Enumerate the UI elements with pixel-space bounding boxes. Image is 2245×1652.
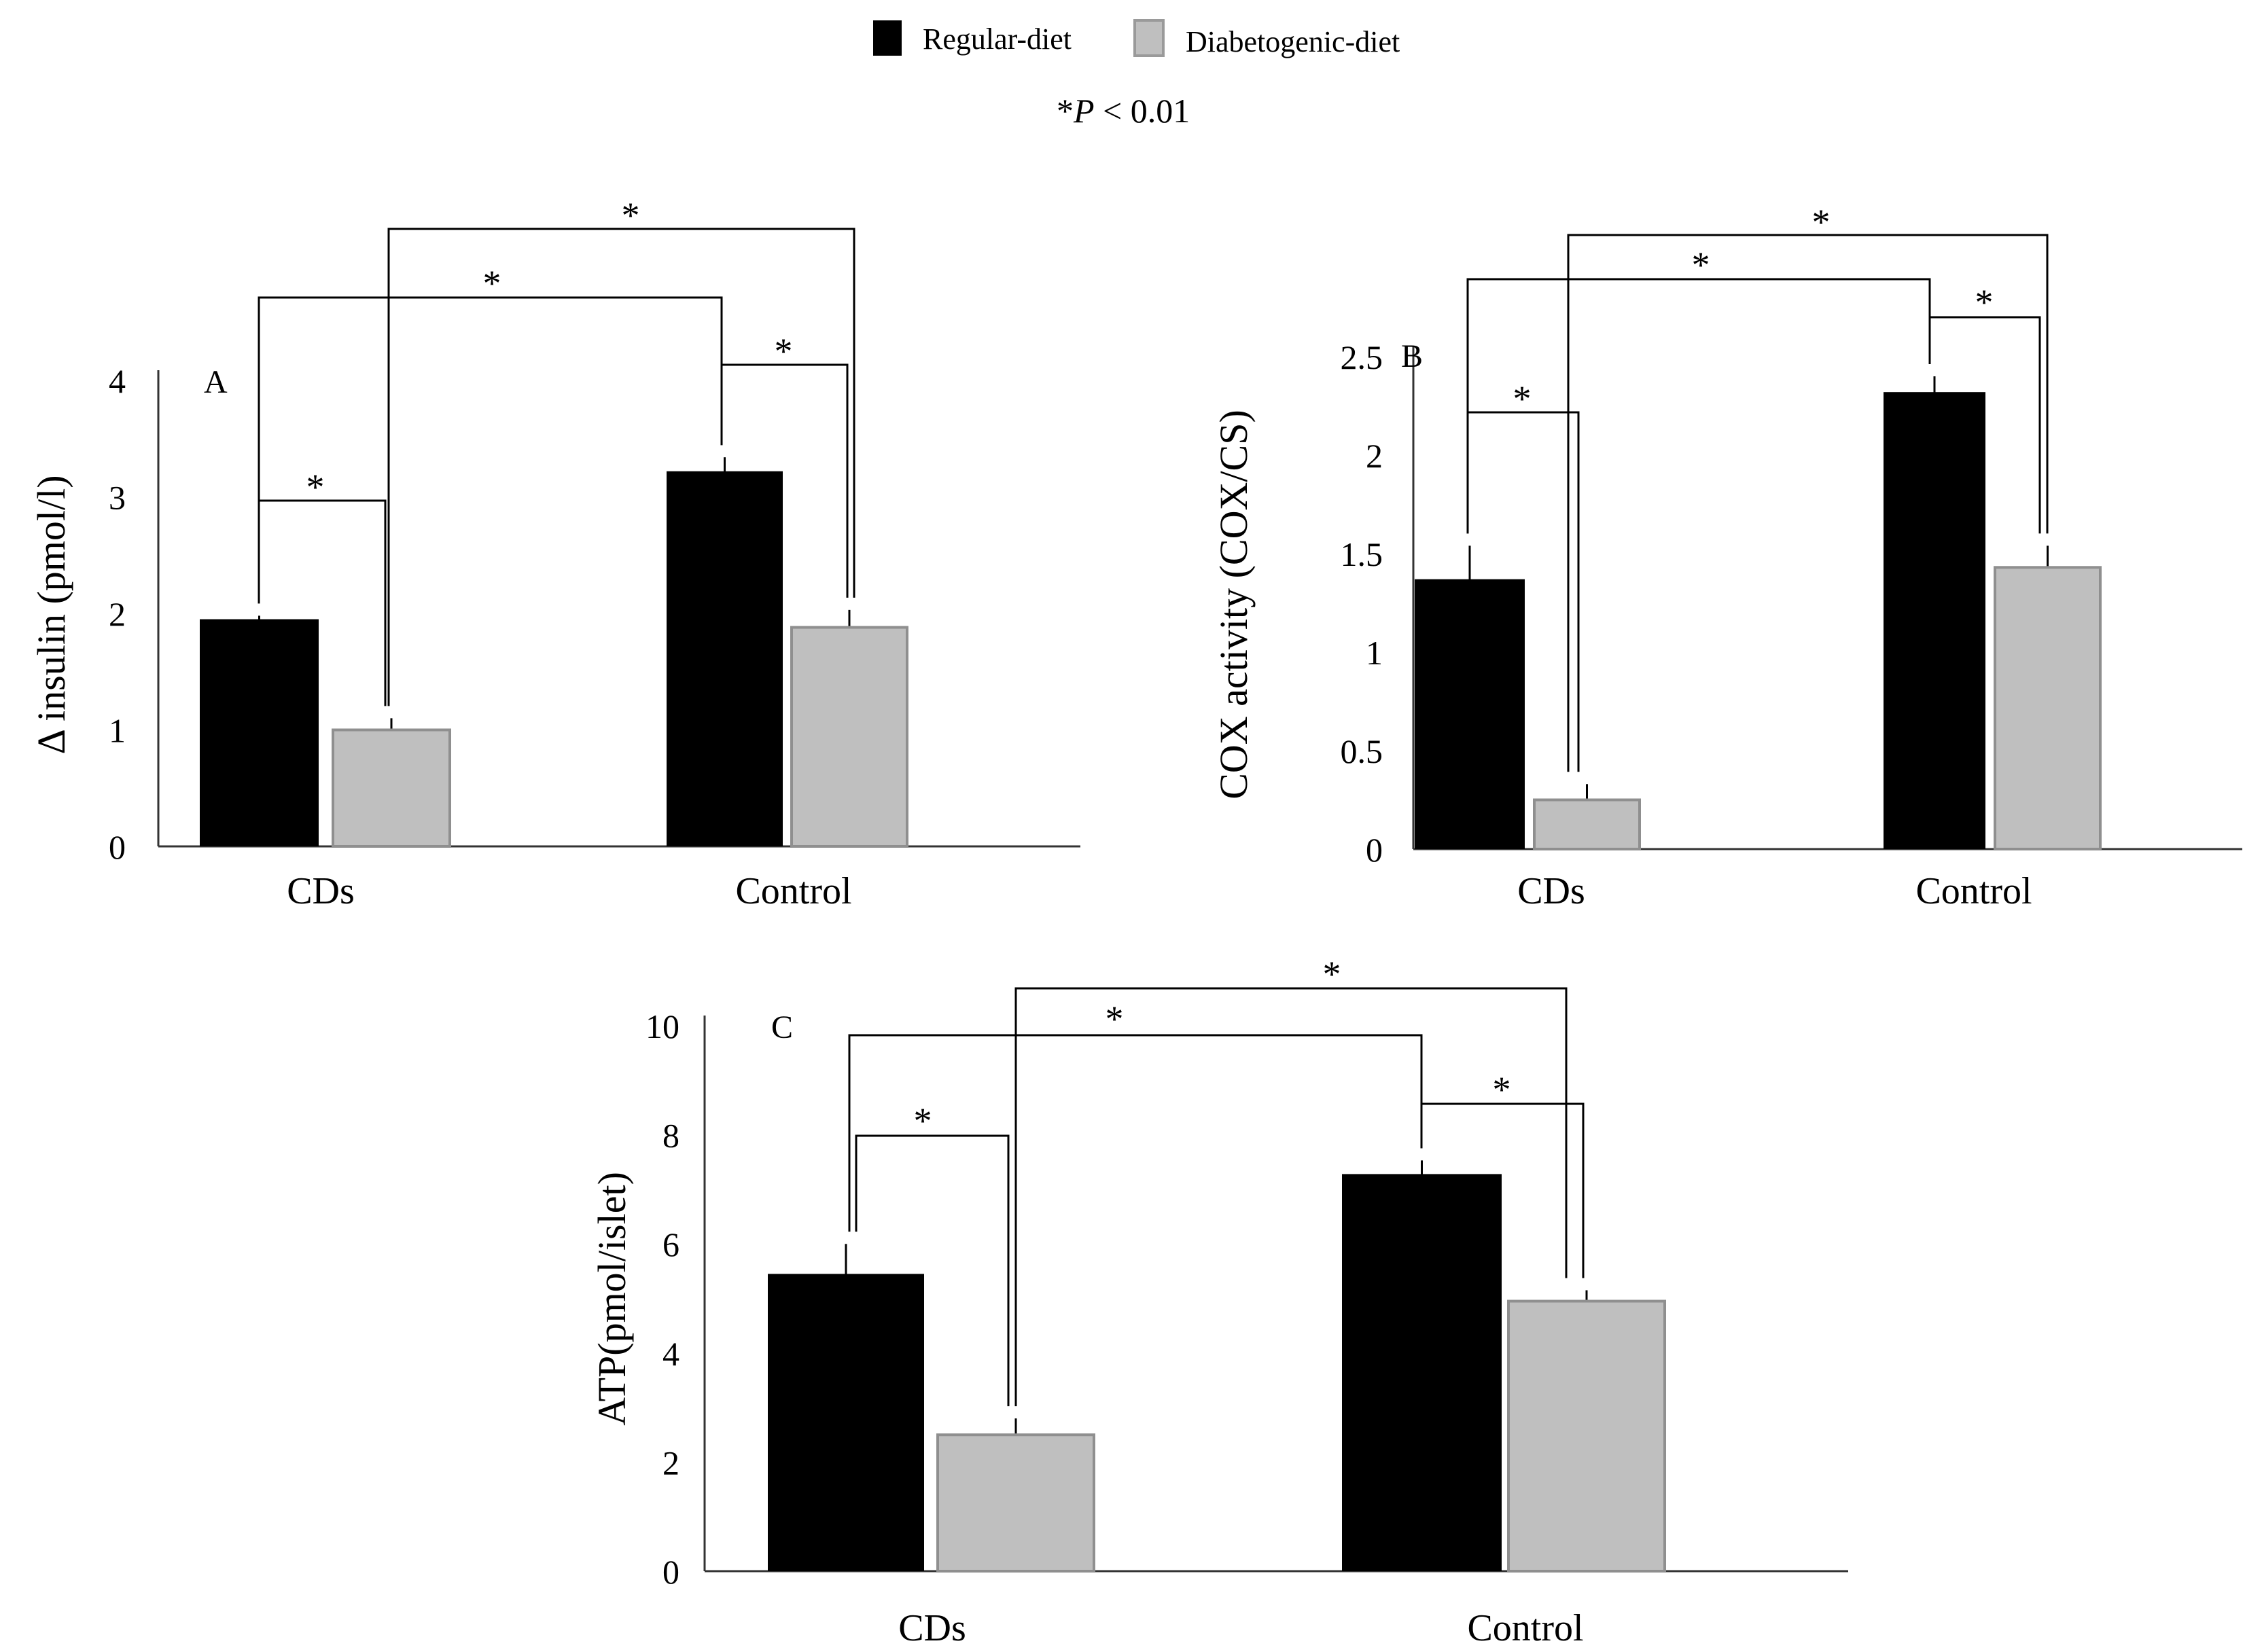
x-category-label-b-cds: CDs — [1517, 870, 1585, 912]
y-tick-label-c: 0 — [662, 1553, 679, 1591]
bar-c-control-regular-diet — [1342, 1174, 1502, 1571]
y-tick-label-b: 0.5 — [1341, 732, 1383, 770]
bar-c-cds-diabetogenic-diet — [936, 1433, 1095, 1573]
y-tick-label-b: 2 — [1366, 437, 1383, 475]
y-tick-label-a: 2 — [109, 595, 126, 633]
y-tick-label-c: 2 — [662, 1443, 679, 1482]
legend-label-regular-diet: Regular-diet — [923, 22, 1072, 56]
y-tick-label-a: 1 — [109, 712, 126, 750]
significance-star-b-3: * — [1692, 245, 1710, 285]
x-category-label-a-cds: CDs — [287, 870, 355, 912]
y-tick-label-a: 0 — [109, 828, 126, 866]
significance-star-b-1: * — [1513, 378, 1532, 419]
bar-b-control-diabetogenic-diet — [1994, 566, 2102, 850]
significance-note-star: * — [1057, 92, 1074, 130]
bar-a-control-regular-diet — [667, 471, 783, 846]
x-category-label-c-cds: CDs — [898, 1607, 966, 1649]
panel-label-c: C — [771, 1009, 793, 1045]
bar-a-control-diabetogenic-diet — [790, 626, 908, 848]
significance-star-a-3: * — [483, 263, 501, 304]
bar-a-cds-diabetogenic-diet — [332, 728, 451, 848]
panel-label-b: B — [1401, 338, 1423, 374]
significance-star-a-1: * — [306, 467, 325, 507]
y-axis-label-b: COX activity (COX/CS) — [1212, 410, 1256, 800]
x-category-label-a-control: Control — [735, 870, 851, 912]
panel-b: 0 0.5 1 1.5 2 2.5 COX activity (COX/CS) B CDs Con… — [1212, 202, 2242, 912]
bar-c-control-diabetogenic-diet — [1507, 1299, 1666, 1573]
panel-label-a: A — [204, 364, 228, 400]
bar-b-control-regular-diet — [1884, 392, 1985, 849]
y-tick-label-c: 6 — [662, 1225, 679, 1263]
y-tick-label-a: 4 — [109, 362, 126, 400]
y-tick-label-c: 10 — [646, 1007, 679, 1045]
significance-star-a-2: * — [775, 331, 793, 372]
y-tick-label-b: 0 — [1366, 831, 1383, 869]
significance-star-b-2: * — [1975, 282, 1994, 323]
x-category-label-c-control: Control — [1467, 1607, 1583, 1649]
y-tick-label-c: 4 — [662, 1335, 679, 1373]
panel-c: 0 2 4 6 8 10 ATP(pmol/islet) C CDs Control * * * * — [590, 954, 1848, 1649]
significance-star-a-4: * — [622, 195, 640, 236]
legend: Regular-diet Diabetogenic-diet *P < 0.01 — [873, 19, 1400, 130]
significance-note-p: P — [1073, 92, 1095, 130]
significance-star-c-2: * — [1493, 1069, 1511, 1110]
y-tick-label-b: 1 — [1366, 634, 1383, 672]
bar-b-cds-diabetogenic-diet — [1533, 798, 1641, 850]
significance-star-c-1: * — [914, 1100, 932, 1141]
significance-note-threshold: < 0.01 — [1095, 92, 1190, 130]
panel-a: 0 1 2 3 4 Δ insulin (pmol/l) A CDs Control * * * * — [29, 195, 1080, 912]
significance-bracket-c-3 — [848, 1034, 1423, 1232]
legend-label-diabetogenic-diet: Diabetogenic-diet — [1186, 25, 1400, 58]
y-axis-label-a: Δ insulin (pmol/l) — [29, 475, 73, 754]
y-tick-label-c: 8 — [662, 1117, 679, 1155]
y-tick-label-b: 1.5 — [1341, 535, 1383, 573]
legend-swatch-diabetogenic-diet — [1133, 19, 1165, 57]
significance-bracket-c-1 — [855, 1134, 1010, 1407]
legend-swatch-regular-diet — [873, 20, 902, 56]
significance-star-c-3: * — [1106, 999, 1124, 1039]
significance-bracket-b-3 — [1466, 278, 1931, 534]
significance-bracket-b-4 — [1567, 234, 2049, 772]
significance-bracket-a-4 — [387, 228, 855, 706]
bar-c-cds-regular-diet — [768, 1274, 924, 1571]
significance-bracket-a-3 — [258, 296, 723, 604]
significance-note: *P < 0.01 — [1057, 92, 1190, 130]
y-axis-label-c: ATP(pmol/islet) — [590, 1172, 634, 1426]
significance-star-b-4: * — [1812, 202, 1831, 243]
x-category-label-b-control: Control — [1915, 870, 2032, 912]
y-tick-label-b: 2.5 — [1341, 338, 1383, 376]
y-tick-label-a: 3 — [109, 479, 126, 517]
bar-a-cds-regular-diet — [200, 619, 319, 846]
significance-star-c-4: * — [1323, 954, 1341, 994]
significance-bracket-c-4 — [1014, 987, 1568, 1407]
bar-b-cds-regular-diet — [1415, 579, 1525, 849]
